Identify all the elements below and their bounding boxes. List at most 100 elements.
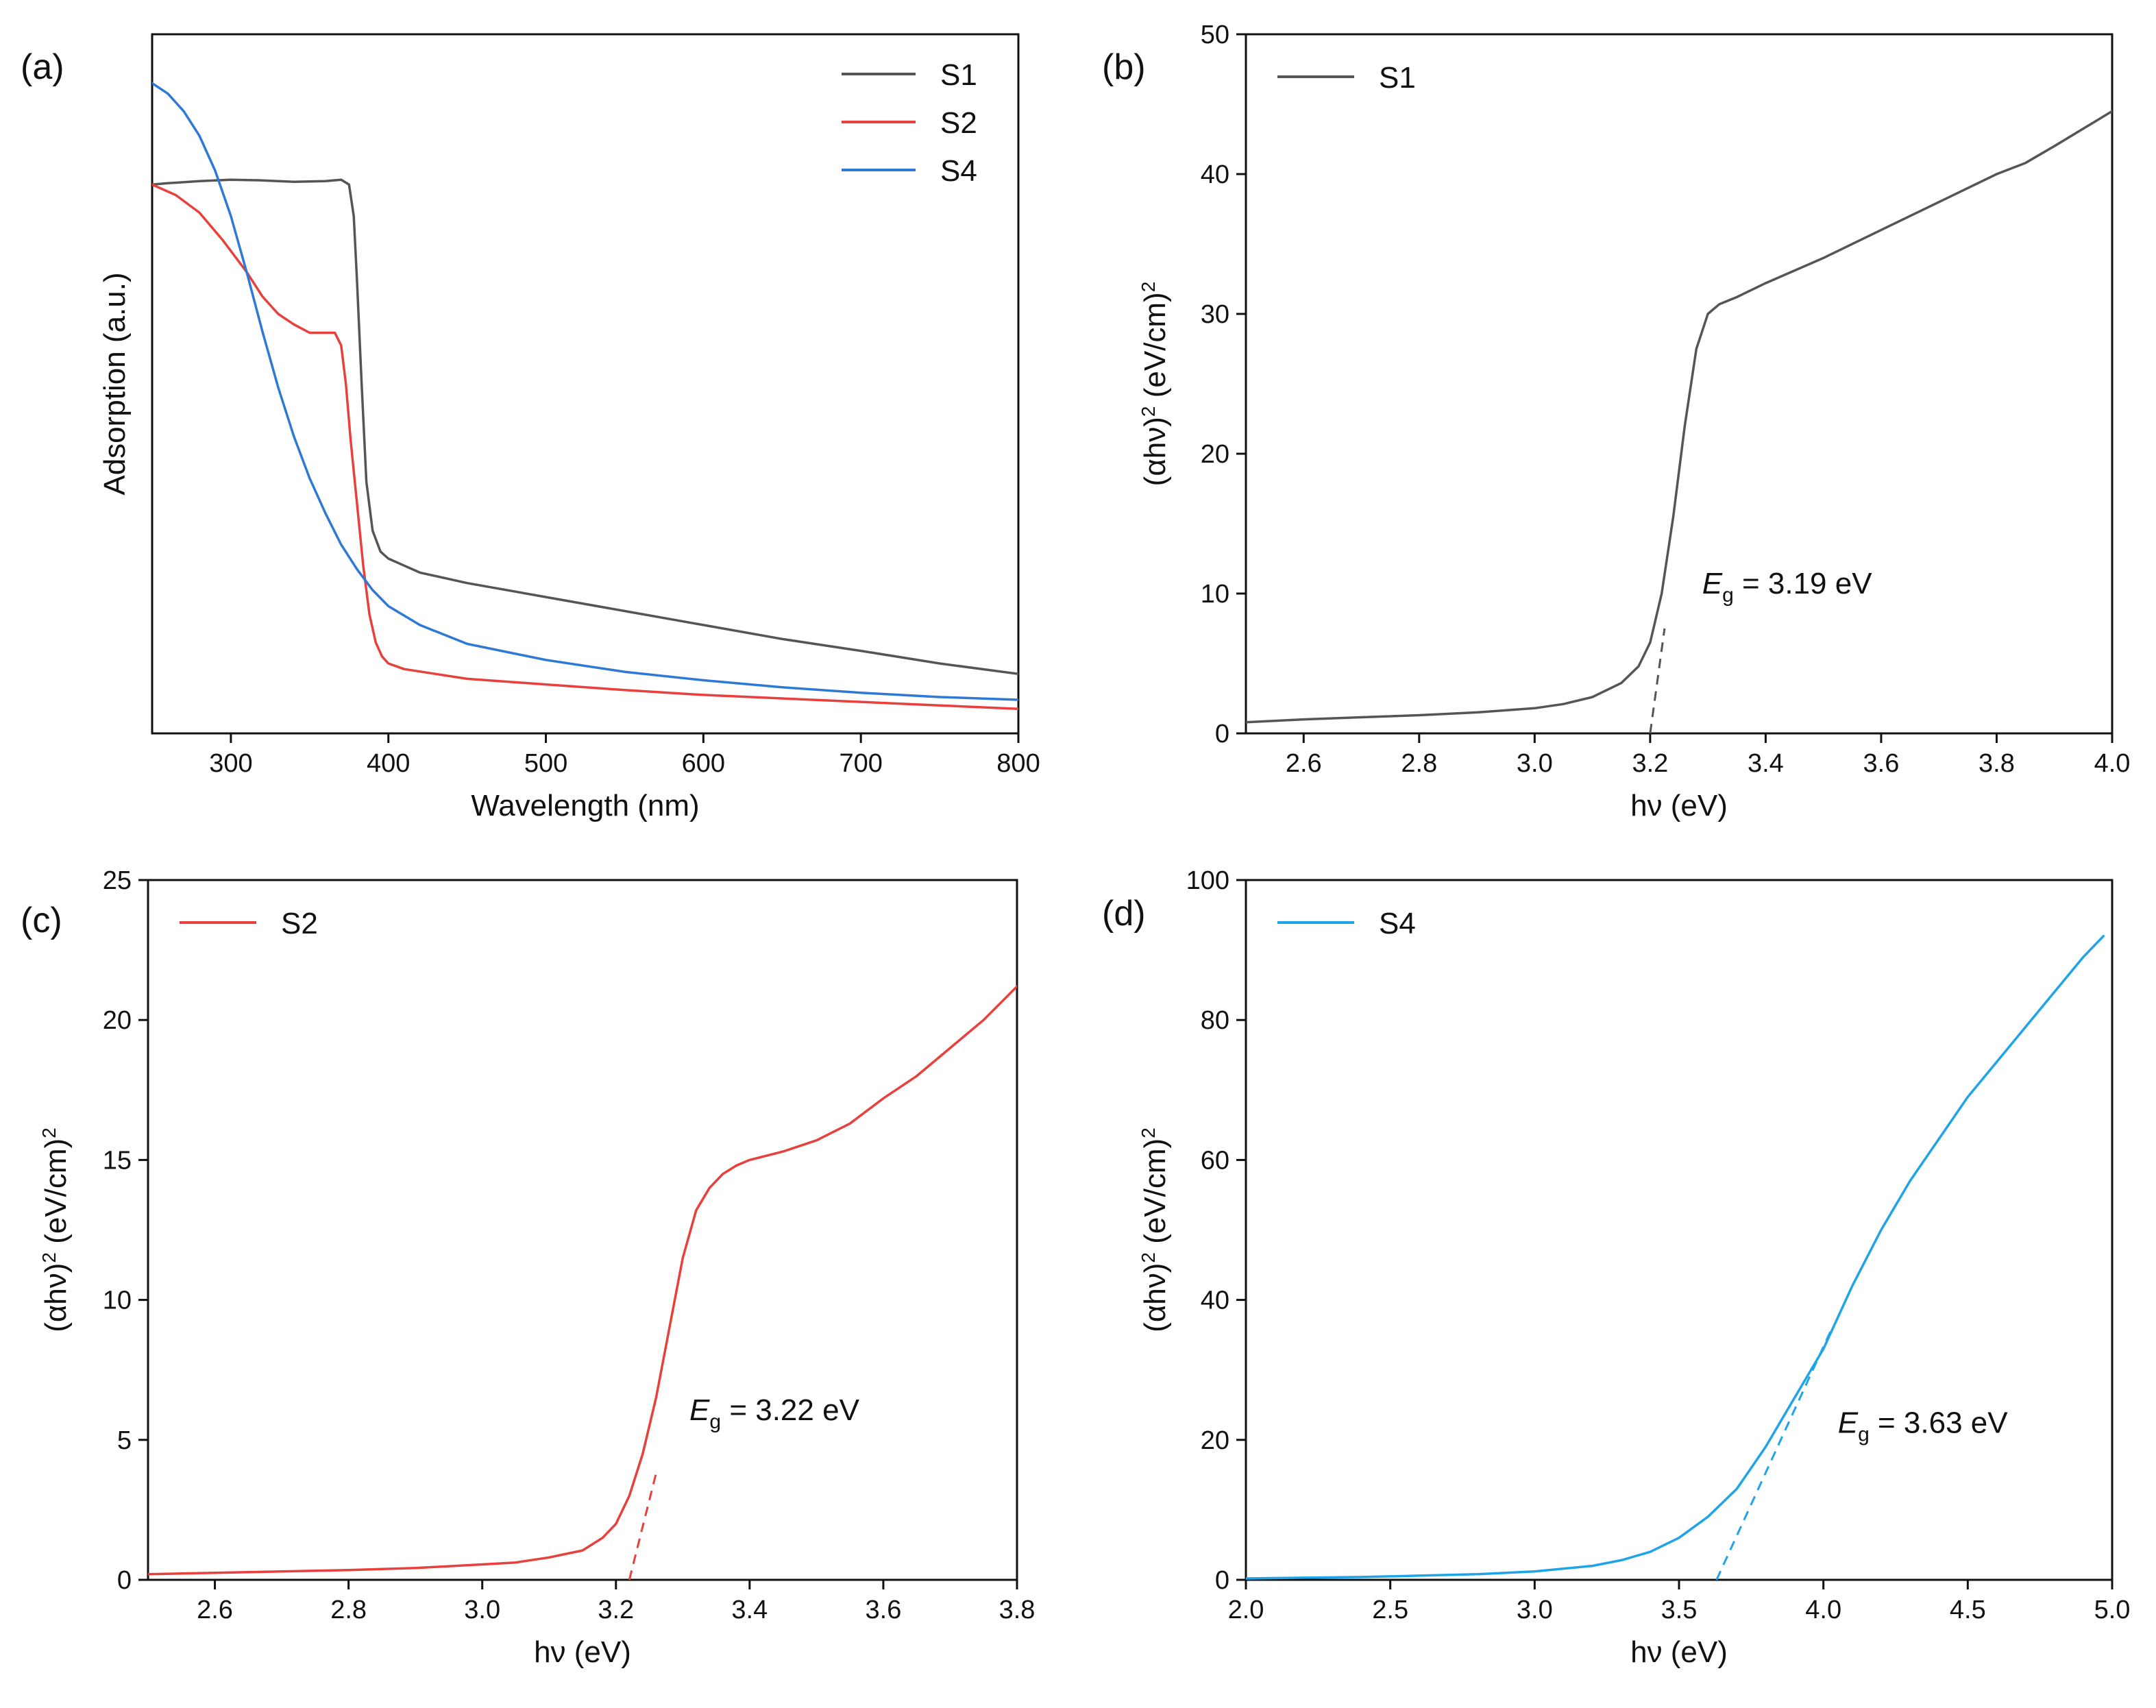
series-line-S2: [152, 183, 1018, 711]
y-tick-label: 100: [1186, 866, 1229, 895]
x-axis-title: hν (eV): [1630, 789, 1728, 822]
y-axis-title-part: (eV/cm): [1138, 292, 1172, 406]
x-tick-label: 3.8: [1979, 749, 2015, 778]
x-tick-label: 3.4: [1748, 749, 1784, 778]
plot-frame: [147, 879, 1018, 1581]
y-tick-label: 20: [1201, 1426, 1229, 1455]
x-tick-label: 2.0: [1228, 1596, 1264, 1624]
y-tick-label: 25: [103, 866, 132, 895]
x-tick-label: 300: [209, 749, 252, 778]
band-gap-value: = 3.22 eV: [721, 1393, 859, 1427]
band-gap-symbol: E: [1702, 567, 1723, 600]
y-tick-label: 0: [1215, 720, 1229, 748]
x-tick-label: 5.0: [2094, 1596, 2131, 1624]
y-axis-title-superscript: 2: [1138, 1127, 1159, 1138]
y-axis-title-part: (αhν): [1138, 1263, 1172, 1332]
band-gap-symbol: E: [689, 1393, 710, 1427]
x-tick-label: 700: [839, 749, 882, 778]
x-tick-label: 2.6: [197, 1596, 233, 1624]
legend-label-S4: S4: [940, 154, 977, 188]
y-tick-label: 80: [1201, 1006, 1229, 1035]
x-tick-label: 2.8: [1401, 749, 1437, 778]
legend-label-S2: S2: [940, 106, 977, 140]
series-line-S4: [152, 82, 1018, 701]
x-tick-label: 3.5: [1661, 1596, 1698, 1624]
fit-line: [1715, 1327, 1833, 1581]
y-tick-label: 40: [1201, 1286, 1229, 1315]
x-tick-label: 4.5: [1950, 1596, 1986, 1624]
y-axis-title-superscript: 2: [38, 1127, 60, 1138]
panel-label: (a): [21, 47, 64, 87]
y-axis-title-superscript: 2: [1138, 406, 1159, 417]
y-axis-title-part: (eV/cm): [1138, 1138, 1172, 1252]
band-gap-value: = 3.63 eV: [1870, 1406, 2008, 1440]
x-axis-title: hν (eV): [534, 1635, 631, 1669]
y-axis-title-part: Adsorption (a.u.): [98, 272, 132, 495]
legend-label-S2: S2: [281, 907, 318, 940]
y-tick-label: 15: [103, 1146, 132, 1175]
y-axis-title-part: (αhν): [1138, 417, 1172, 486]
y-tick-label: 5: [117, 1426, 132, 1455]
x-tick-label: 3.2: [1632, 749, 1668, 778]
band-gap-annotation: Eg = 3.63 eV: [1838, 1406, 2009, 1446]
y-axis-title: (αhν)2 (eV/cm)2: [38, 1127, 73, 1332]
x-axis-title: hν (eV): [1630, 1635, 1728, 1669]
y-axis-title-part: (αhν): [39, 1263, 73, 1332]
y-axis-title-superscript: 2: [1138, 282, 1159, 293]
x-tick-label: 400: [367, 749, 410, 778]
fit-line: [1649, 628, 1666, 734]
x-tick-label: 3.0: [464, 1596, 500, 1624]
plot-frame: [1245, 879, 2114, 1581]
x-tick-label: 4.0: [2094, 749, 2131, 778]
y-tick-label: 10: [103, 1286, 132, 1315]
series-line-S1: [152, 178, 1018, 676]
plot-frame: [1245, 33, 2114, 735]
y-axis-title-part: (eV/cm): [39, 1138, 73, 1252]
legend-label-S4: S4: [1379, 907, 1416, 940]
x-tick-label: 2.5: [1372, 1596, 1408, 1624]
band-gap-annotation: Eg = 3.22 eV: [689, 1393, 860, 1433]
panel-label: (b): [1102, 47, 1146, 87]
legend-label-S1: S1: [1379, 61, 1416, 95]
fit-line: [628, 1473, 657, 1581]
panel-label: (d): [1102, 894, 1146, 934]
x-tick-label: 2.6: [1286, 749, 1322, 778]
chart-panel-d: (d) 2.0 2.5 3.0 3.5 4.0 4.5 5.0 0 20 40 60 80 100 hν (…: [1102, 866, 2130, 1669]
band-gap-subscript: g: [1858, 1424, 1870, 1446]
y-tick-label: 60: [1201, 1146, 1229, 1175]
band-gap-symbol: E: [1838, 1406, 1859, 1440]
x-tick-label: 2.8: [330, 1596, 367, 1624]
series-line-S4: [1246, 934, 2105, 1580]
band-gap-annotation: Eg = 3.19 eV: [1702, 567, 1873, 607]
chart-panel-b: (b) 2.6 2.8 3.0 3.2 3.4 3.6 3.8 4.0 0 10 20 30 40 50 hν…: [1102, 21, 2130, 822]
x-tick-label: 3.0: [1517, 749, 1553, 778]
y-axis-title-superscript: 2: [1138, 1252, 1159, 1263]
band-gap-subscript: g: [709, 1411, 721, 1433]
y-tick-label: 30: [1201, 300, 1229, 329]
band-gap-value: = 3.19 eV: [1734, 567, 1872, 600]
series-line-S1: [1246, 110, 2112, 724]
x-tick-label: 3.4: [731, 1596, 768, 1624]
x-tick-label: 600: [682, 749, 725, 778]
x-tick-label: 3.2: [598, 1596, 634, 1624]
y-tick-label: 0: [1215, 1566, 1229, 1595]
series-line-S2: [148, 985, 1017, 1576]
y-tick-label: 50: [1201, 21, 1229, 49]
chart-panel-c: (c) 2.6 2.8 3.0 3.2 3.4 3.6 3.8 0 5 10 15 20 25 hν (eV…: [21, 866, 1035, 1669]
band-gap-subscript: g: [1722, 584, 1734, 607]
y-axis-title-superscript: 2: [38, 1252, 60, 1263]
y-tick-label: 40: [1201, 160, 1229, 189]
y-tick-label: 0: [117, 1566, 132, 1595]
x-tick-label: 3.6: [866, 1596, 902, 1624]
x-tick-label: 3.0: [1517, 1596, 1553, 1624]
x-tick-label: 3.6: [1863, 749, 1900, 778]
x-tick-label: 500: [524, 749, 567, 778]
x-tick-label: 800: [996, 749, 1040, 778]
y-tick-label: 20: [103, 1006, 132, 1035]
plot-frame: [151, 33, 1020, 735]
panel-label: (c): [21, 901, 62, 940]
y-axis-title: (αhν)2 (eV/cm)2: [1138, 1127, 1173, 1332]
x-tick-label: 3.8: [999, 1596, 1036, 1624]
chart-panel-a: (a) 300 400 500 600 700 800 Wavelength (nm) Adso…: [21, 33, 1040, 822]
